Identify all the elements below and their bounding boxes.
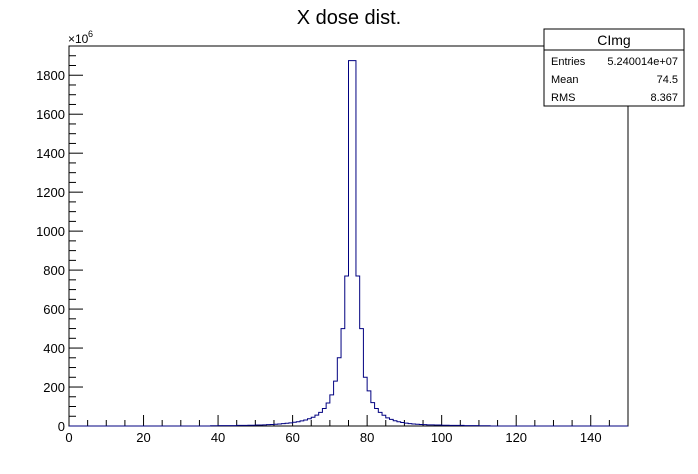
histogram-bin [300,421,304,426]
stats-box-title: CImg [597,32,630,48]
histogram-bin [371,403,375,426]
histogram-bin [412,424,416,426]
histogram-bin [438,425,442,426]
chart-title: X dose dist. [297,7,402,29]
histogram-bin [278,424,282,426]
histogram-bin [334,381,338,426]
stats-row-label: Entries [551,56,586,68]
histogram-bin [442,425,446,426]
histogram-bin [416,424,420,426]
histogram-bin [386,418,390,426]
histogram-bin [319,412,323,426]
histogram-bin [341,329,345,426]
histogram-bin [252,425,256,426]
histogram-bin [356,276,360,426]
histogram-bin [326,403,330,426]
y-tick-label: 400 [43,341,65,356]
histogram-bin [274,424,278,426]
histogram-bin [322,408,326,426]
y-tick-label: 800 [43,263,65,278]
histogram-bin [311,417,315,426]
histogram-bin [337,358,341,426]
histogram-bin [408,424,412,426]
histogram-bin [244,425,248,426]
histogram-bin [419,424,423,426]
histogram-bin [259,425,263,426]
histogram-bin [404,423,408,426]
histogram-bin [360,329,364,426]
stats-box: CImg Entries 5.240014e+07 Mean 74.5 RMS 8.367 [543,28,685,107]
histogram-outline [69,60,628,427]
histogram-bin [349,61,353,426]
y-multiplier-base: ×10 [68,32,89,46]
y-multiplier-exponent: 6 [88,29,93,39]
stats-box-rows: Entries 5.240014e+07 Mean 74.5 RMS 8.367 [551,56,678,104]
y-tick-label: 200 [43,380,65,395]
histogram-bin [255,425,259,426]
y-tick-label: 1200 [36,185,65,200]
histogram-bin [308,419,312,426]
x-tick-label: 140 [580,430,602,445]
histogram-bins [211,61,491,426]
histogram-bin [285,423,289,426]
y-tick-label: 0 [58,419,65,434]
histogram-bin [389,419,393,426]
stats-row-label: RMS [551,92,575,104]
histogram-bin [352,61,356,426]
y-multiplier: ×10 6 [68,29,93,46]
histogram-bin [401,422,405,426]
histogram-bin [289,423,293,426]
histogram-bin [293,422,297,426]
axes: 0 20 40 60 80 100 120 1400200400600800100012001… [36,45,629,445]
histogram-bin [457,425,461,426]
histogram-bin [296,422,300,426]
stats-box-frame [543,28,685,107]
histogram-bin [304,420,308,426]
histogram-bin [460,425,464,426]
histogram-bin [378,412,382,426]
histogram-bin [330,395,334,426]
histogram-bin [270,424,274,426]
x-tick-label: 100 [431,430,453,445]
y-tick-label: 1000 [36,224,65,239]
histogram-bin [427,425,431,426]
histogram-bin [445,425,449,426]
histogram-bin [393,421,397,426]
x-tick-label: 80 [360,430,374,445]
y-tick-label: 1600 [36,107,65,122]
stats-row-value: 5.240014e+07 [607,56,678,68]
x-tick-label: 20 [136,430,150,445]
x-tick-label: 40 [211,430,225,445]
histogram-bin [237,425,241,426]
x-tick-label: 0 [65,430,72,445]
histogram-bin [430,425,434,426]
histogram-bin [367,391,371,426]
histogram-bin [434,425,438,426]
histogram-bin [449,425,453,426]
histogram-bin [345,276,349,426]
histogram-bin [267,425,271,426]
stats-row-value: 74.5 [657,74,678,86]
histogram-bin [375,408,379,426]
stats-row-label: Mean [551,74,579,86]
histogram-bin [248,425,252,426]
y-tick-label: 1400 [36,146,65,161]
histogram-bin [397,422,401,426]
y-tick-label: 1800 [36,68,65,83]
x-tick-label: 120 [505,430,527,445]
histogram-bin [423,425,427,426]
histogram-bin [382,415,386,426]
histogram-bin [240,425,244,426]
histogram-bin [263,425,267,426]
histogram-bin [453,425,457,426]
x-tick-label: 60 [285,430,299,445]
histogram-bin [281,424,285,426]
histogram-bin [363,377,367,426]
y-tick-label: 600 [43,302,65,317]
histogram-bin [315,415,319,426]
stats-row-value: 8.367 [650,92,678,104]
